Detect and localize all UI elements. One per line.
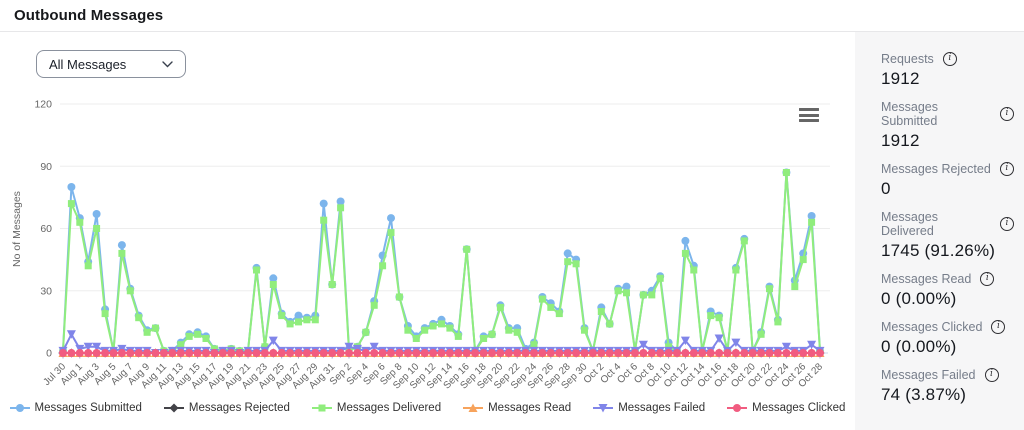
stat-value: 1912	[881, 69, 920, 88]
stat-value: 0 (0.00%)	[881, 337, 957, 356]
legend-item-messages-clicked[interactable]: Messages Clicked	[727, 402, 845, 414]
legend-item-messages-submitted[interactable]: Messages Submitted	[9, 402, 142, 414]
y-axis-title: No of Messages	[11, 191, 23, 267]
stat-block: Messages Rejected i 0	[881, 162, 1014, 199]
legend-label: Messages Failed	[618, 402, 706, 414]
stat-block: Messages Clicked i 0 (0.00%)	[881, 320, 1014, 357]
message-filter-selected: All Messages	[49, 56, 127, 72]
y-tick-label: 0	[46, 348, 52, 360]
legend-label: Messages Rejected	[188, 402, 290, 414]
chart-export-menu-button[interactable]	[799, 107, 819, 123]
chart-legend: Messages Submitted Messages Rejected Messa…	[0, 402, 855, 414]
page-title: Outbound Messages	[14, 7, 164, 24]
info-icon[interactable]: i	[991, 320, 1006, 334]
stat-label: Messages Rejected	[881, 162, 991, 176]
info-icon[interactable]: i	[1000, 217, 1014, 231]
circle-marker-icon	[727, 404, 748, 412]
stat-value: 1745 (91.26%)	[881, 241, 996, 260]
stat-label: Messages Read	[881, 272, 972, 286]
series-messages-clicked	[59, 349, 824, 357]
chart-panel: All Messages 0 30 60 90 120 No of Messages Jul…	[0, 32, 855, 430]
stat-label: Requests	[881, 52, 934, 66]
stat-value: 1912	[881, 131, 920, 150]
y-tick-label: 30	[40, 285, 52, 297]
stat-value: 0	[881, 179, 891, 198]
chevron-down-icon	[162, 60, 173, 67]
series-messages-delivered	[59, 169, 824, 355]
stat-label: Messages Delivered	[881, 210, 938, 238]
main-content: All Messages 0 30 60 90 120 No of Messages Jul…	[0, 32, 1024, 430]
stat-block: Messages Read i 0 (0.00%)	[881, 272, 1014, 309]
diamond-marker-icon	[163, 403, 184, 413]
stat-label: Messages Submitted	[881, 100, 938, 128]
legend-label: Messages Delivered	[336, 402, 442, 414]
stat-label: Messages Failed	[881, 368, 976, 382]
info-icon[interactable]: i	[942, 52, 957, 66]
triangle-down-marker-icon	[593, 404, 614, 413]
legend-label: Messages Clicked	[752, 402, 846, 414]
stat-block: Messages Delivered i 1745 (91.26%)	[881, 210, 1014, 261]
page-header: Outbound Messages	[0, 0, 1024, 32]
stats-list: Requests i 1912 Messages Submitted i 1912 Mess…	[881, 52, 1014, 405]
stat-label: Messages Clicked	[881, 320, 983, 334]
legend-label: Messages Read	[488, 402, 572, 414]
stats-sidebar: Requests i 1912 Messages Submitted i 1912 Mess…	[855, 32, 1024, 430]
message-filter-dropdown[interactable]: All Messages	[36, 50, 186, 78]
circle-marker-icon	[9, 404, 30, 412]
info-icon[interactable]: i	[980, 272, 995, 286]
legend-item-messages-read[interactable]: Messages Read	[463, 402, 571, 414]
y-tick-label: 120	[34, 99, 52, 111]
hamburger-icon	[799, 108, 819, 111]
info-icon[interactable]: i	[999, 162, 1014, 176]
stat-value: 74 (3.87%)	[881, 385, 967, 404]
info-icon[interactable]: i	[1000, 107, 1014, 121]
triangle-marker-icon	[463, 403, 484, 412]
y-tick-label: 60	[40, 223, 52, 235]
stat-value: 0 (0.00%)	[881, 289, 957, 308]
stat-block: Messages Submitted i 1912	[881, 100, 1014, 151]
legend-item-messages-delivered[interactable]: Messages Delivered	[311, 402, 442, 414]
y-tick-label: 90	[40, 161, 52, 173]
legend-item-messages-failed[interactable]: Messages Failed	[593, 402, 705, 414]
stat-block: Requests i 1912	[881, 52, 1014, 89]
square-marker-icon	[311, 404, 332, 412]
legend-label: Messages Submitted	[34, 402, 142, 414]
info-icon[interactable]: i	[984, 368, 999, 382]
legend-item-messages-rejected[interactable]: Messages Rejected	[163, 402, 290, 414]
stat-block: Messages Failed i 74 (3.87%)	[881, 368, 1014, 405]
